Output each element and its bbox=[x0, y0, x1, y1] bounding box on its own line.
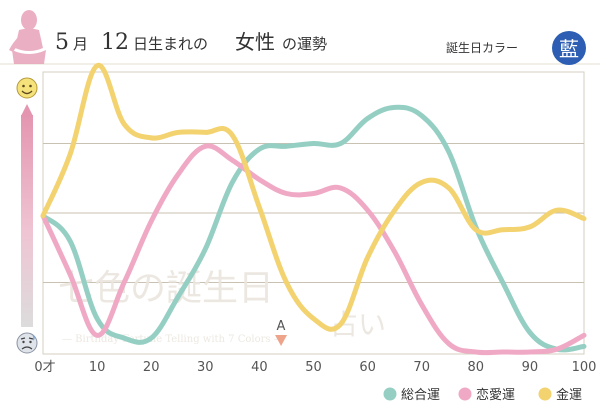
gender-label: 女性 bbox=[235, 30, 275, 54]
month-unit: 月 bbox=[73, 35, 88, 53]
series-line-1 bbox=[40, 104, 587, 353]
legend-swatch bbox=[538, 387, 552, 401]
watermark: 七色の誕生日 占い — Birthday Fortune Telling wit… bbox=[58, 268, 386, 345]
x-tick-label: 10 bbox=[89, 360, 106, 375]
birthday-color-badge bbox=[552, 31, 586, 65]
legend-label: 総合運 bbox=[401, 388, 440, 403]
x-axis-ticks: 0才 10 20 30 40 50 60 70 80 90 100 bbox=[34, 360, 596, 375]
x-tick-label: 60 bbox=[359, 360, 376, 375]
birthday-color-label: 誕生日カラー bbox=[446, 41, 518, 55]
x-tick-label: 30 bbox=[197, 360, 214, 375]
gauge-bar bbox=[21, 115, 33, 327]
legend: 総合運 恋愛運 金運 bbox=[383, 387, 582, 403]
age-marker: A bbox=[275, 319, 288, 346]
series-line-3 bbox=[40, 63, 587, 332]
woman-silhouette-icon bbox=[9, 10, 46, 64]
marker-label: A bbox=[277, 319, 286, 334]
x-tick-label: 100 bbox=[572, 360, 597, 375]
fortune-suffix: の運勢 bbox=[282, 35, 327, 53]
month-number: 5 bbox=[55, 30, 69, 55]
series-lines bbox=[40, 63, 587, 356]
smiley-face-icon bbox=[16, 77, 38, 99]
watermark-english: — Birthday Fortune Telling with 7 Colors… bbox=[62, 334, 284, 345]
x-tick-label: 20 bbox=[143, 360, 160, 375]
legend-label: 恋愛運 bbox=[476, 387, 515, 403]
x-tick-label: 70 bbox=[413, 360, 430, 375]
gauge-arrow-head bbox=[21, 104, 33, 116]
fortune-gauge bbox=[16, 77, 38, 354]
day-unit: 日生まれの bbox=[133, 35, 208, 53]
x-tick-label: 40 bbox=[251, 360, 268, 375]
marker-arrow-icon bbox=[275, 335, 288, 346]
watermark-title: 七色の誕生日 bbox=[58, 268, 274, 309]
day-number: 12 bbox=[101, 30, 129, 55]
x-tick-label: 50 bbox=[305, 360, 322, 375]
birthday-color-name: 藍 bbox=[559, 37, 579, 61]
x-tick-label: 90 bbox=[522, 360, 539, 375]
x-tick-label: 0才 bbox=[34, 360, 55, 375]
legend-swatch bbox=[383, 387, 397, 401]
worried-face-icon bbox=[16, 332, 38, 354]
header: 5 月 12 日生まれの 女性 の運勢 誕生日カラー 藍 bbox=[0, 0, 600, 65]
legend-swatch bbox=[458, 387, 472, 401]
legend-label: 金運 bbox=[556, 387, 582, 403]
x-tick-label: 80 bbox=[468, 360, 485, 375]
series-line-2 bbox=[40, 143, 587, 356]
